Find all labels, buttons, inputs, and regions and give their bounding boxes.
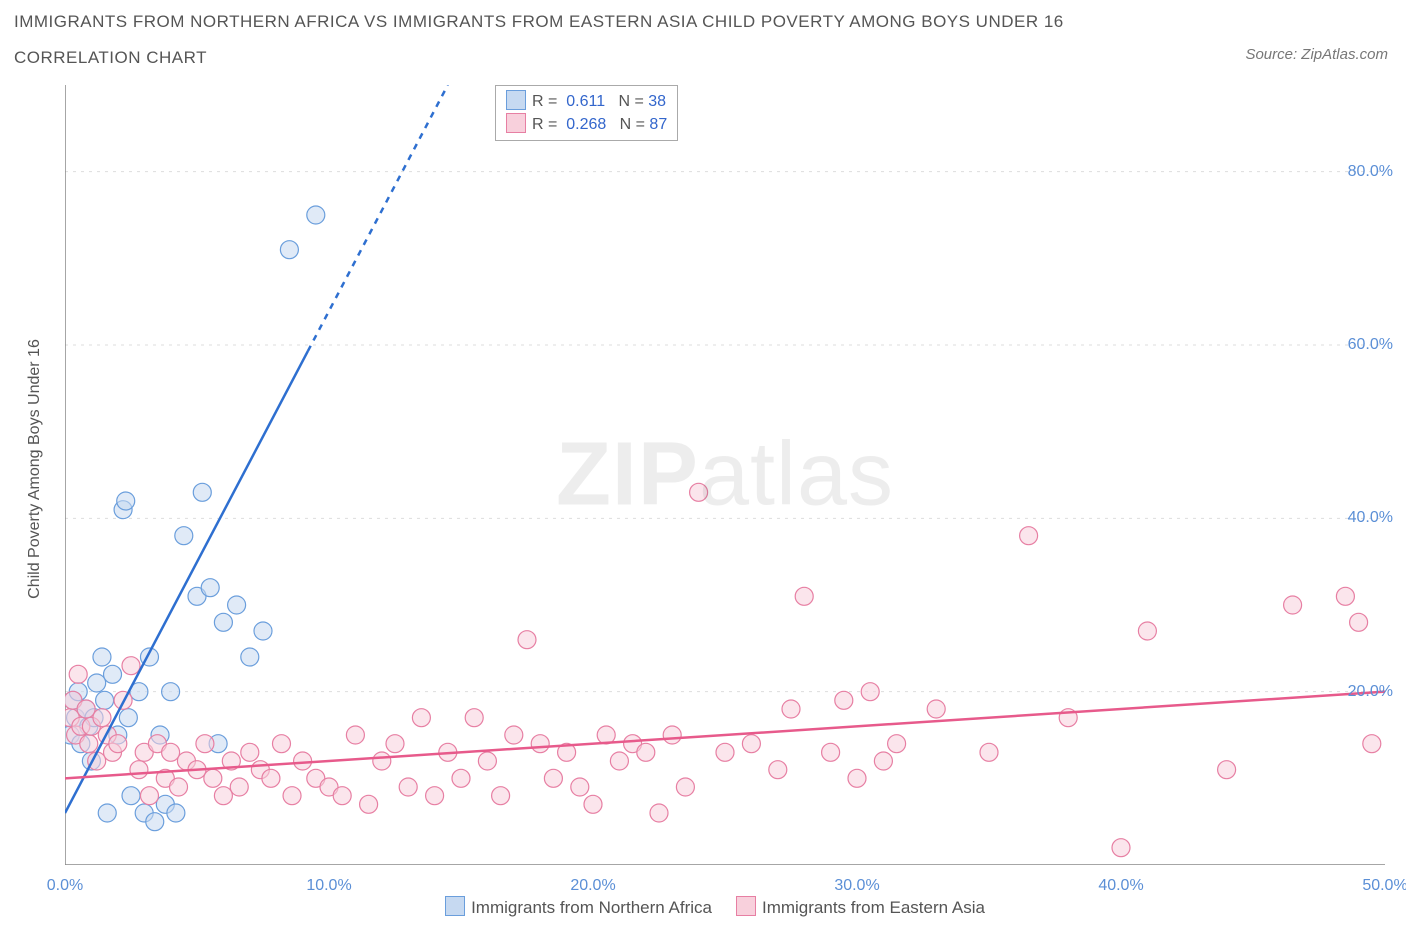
chart-container: IMMIGRANTS FROM NORTHERN AFRICA VS IMMIG…	[0, 0, 1406, 930]
source-attribution: Source: ZipAtlas.com	[1245, 46, 1388, 63]
x-tick-label: 20.0%	[570, 877, 615, 895]
legend-label: Immigrants from Eastern Asia	[762, 898, 985, 917]
legend-swatch	[736, 896, 756, 916]
y-axis-label: Child Poverty Among Boys Under 16	[26, 339, 44, 599]
y-tick-label: 40.0%	[1348, 509, 1393, 527]
legend-swatch	[445, 896, 465, 916]
y-tick-label: 80.0%	[1348, 163, 1393, 181]
x-tick-label: 40.0%	[1098, 877, 1143, 895]
correlation-legend: R = 0.611 N = 38R = 0.268 N = 87	[495, 85, 678, 141]
chart-subtitle: CORRELATION CHART	[14, 48, 207, 68]
chart-title: IMMIGRANTS FROM NORTHERN AFRICA VS IMMIG…	[14, 12, 1064, 32]
x-tick-label: 50.0%	[1362, 877, 1406, 895]
x-tick-label: 10.0%	[306, 877, 351, 895]
legend-label: Immigrants from Northern Africa	[471, 898, 712, 917]
legend-row: R = 0.611 N = 38	[506, 90, 667, 113]
y-tick-label: 60.0%	[1348, 336, 1393, 354]
legend-row: R = 0.268 N = 87	[506, 113, 667, 136]
x-tick-label: 30.0%	[834, 877, 879, 895]
x-tick-label: 0.0%	[47, 877, 83, 895]
scatter-svg	[65, 85, 1385, 865]
plot-area: ZIPatlas 20.0%40.0%60.0%80.0% 0.0%10.0%2…	[65, 85, 1385, 865]
series-legend: Immigrants from Northern Africa Immigrant…	[0, 896, 1406, 918]
y-tick-label: 20.0%	[1348, 683, 1393, 701]
